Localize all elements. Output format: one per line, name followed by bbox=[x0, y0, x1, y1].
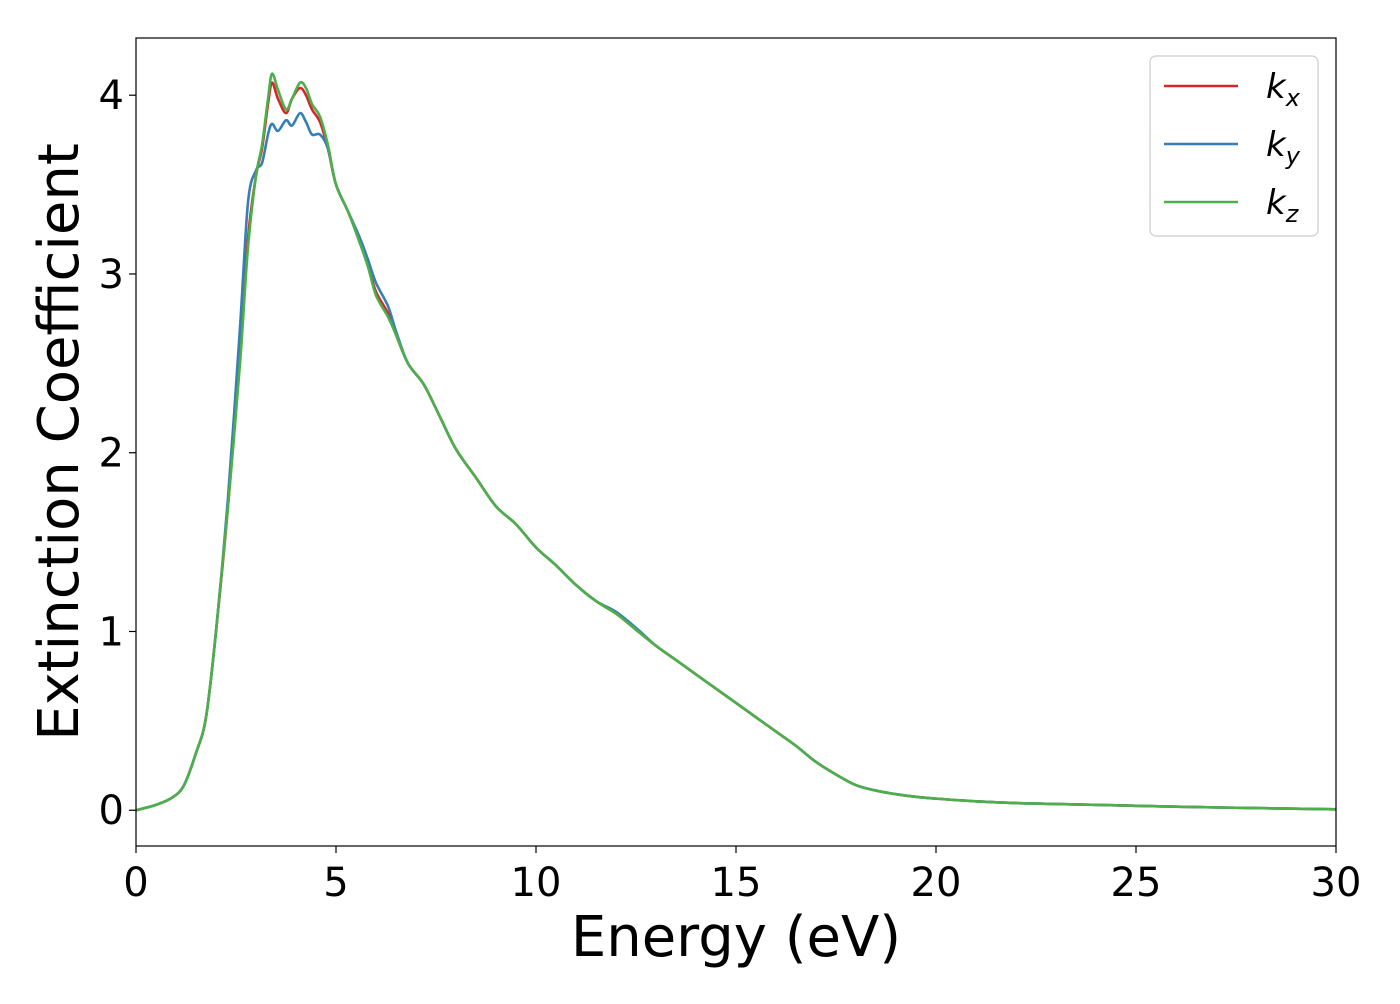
y-axis-ticks: 0 1 2 3 4 bbox=[99, 73, 136, 834]
x-tick-label: 10 bbox=[511, 860, 562, 906]
x-axis-ticks: 0 5 10 15 20 25 30 bbox=[123, 846, 1361, 906]
y-tick-label: 3 bbox=[99, 252, 124, 298]
y-tick-label: 2 bbox=[99, 431, 124, 477]
x-tick-label: 30 bbox=[1311, 860, 1362, 906]
x-tick-label: 25 bbox=[1111, 860, 1162, 906]
series-line-kz bbox=[136, 72, 1336, 812]
legend-box bbox=[1149, 55, 1319, 237]
plot-layer bbox=[136, 72, 1336, 812]
legend: kx ky kz bbox=[1149, 55, 1319, 237]
x-tick-label: 15 bbox=[711, 860, 762, 906]
legend-label-kz: kz bbox=[1266, 183, 1300, 228]
legend-label-ky: ky bbox=[1266, 125, 1301, 170]
x-tick-label: 5 bbox=[323, 860, 348, 906]
x-tick-label: 0 bbox=[123, 860, 148, 906]
x-tick-label: 20 bbox=[911, 860, 962, 906]
y-tick-label: 4 bbox=[99, 73, 124, 119]
y-axis-label: Extinction Coefficient bbox=[27, 143, 92, 741]
x-axis-label: Energy (eV) bbox=[571, 905, 901, 970]
legend-label-kx: kx bbox=[1266, 67, 1301, 112]
y-tick-label: 1 bbox=[99, 609, 124, 655]
y-tick-label: 0 bbox=[99, 788, 124, 834]
